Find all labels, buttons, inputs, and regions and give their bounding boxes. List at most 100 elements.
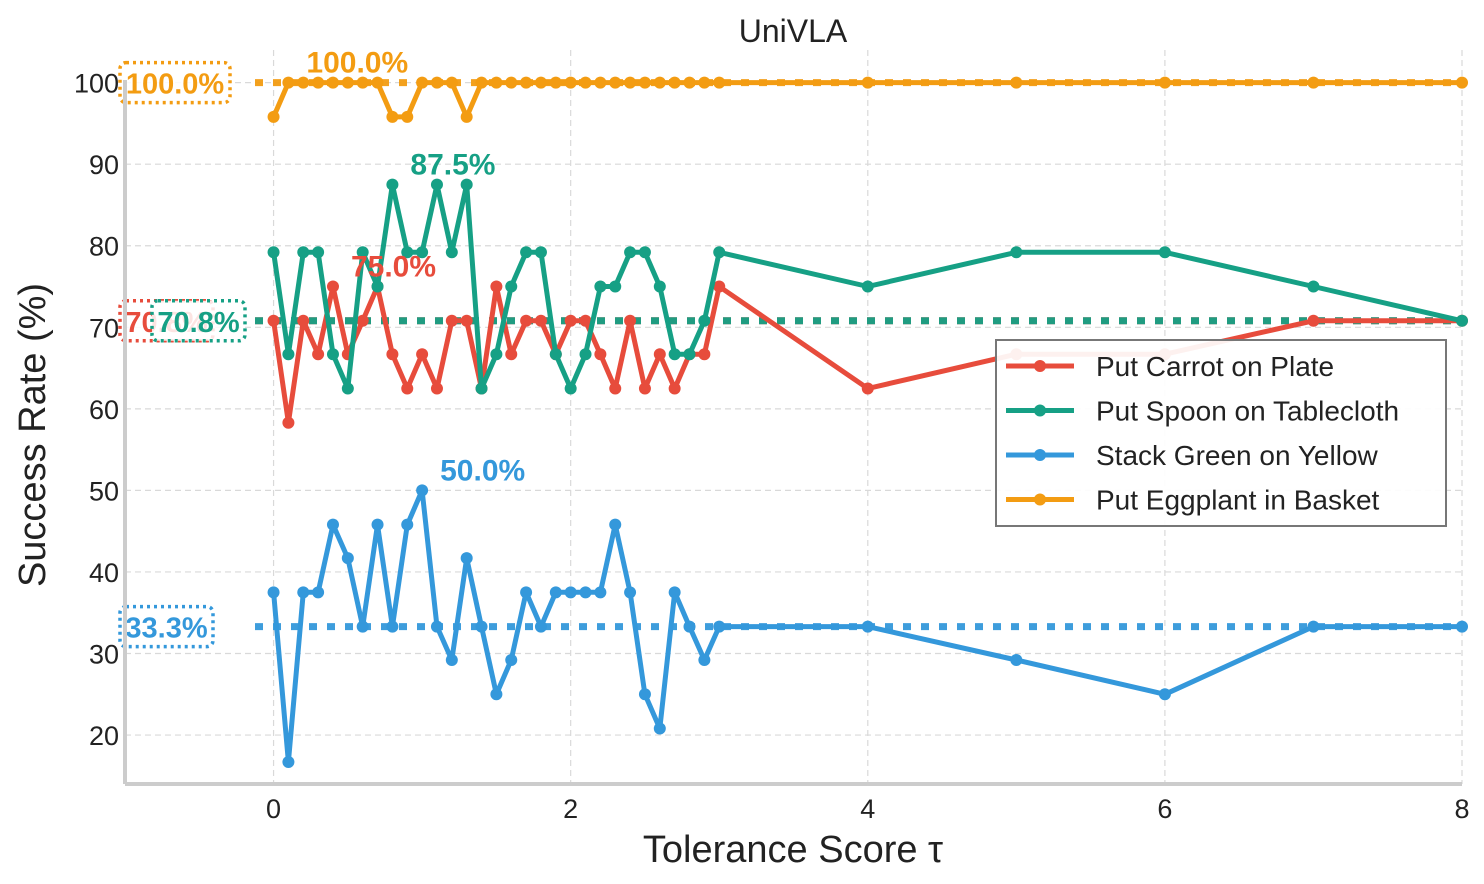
data-point [445, 76, 458, 89]
data-point [594, 76, 607, 89]
data-point [326, 76, 339, 89]
data-point [653, 280, 666, 293]
legend-swatch-marker [1034, 493, 1046, 506]
max-annotation: 50.0% [440, 454, 525, 487]
data-point [698, 654, 711, 667]
data-point [505, 280, 518, 293]
series-put-carrot-on-plate [267, 280, 1468, 429]
data-point [1456, 314, 1468, 327]
data-point [386, 110, 399, 123]
data-point [668, 76, 681, 89]
data-point [371, 518, 384, 531]
axes: 0 2 4 6 8 20 30 40 50 60 70 80 90 100 [74, 69, 1470, 824]
y-tick-label: 40 [89, 558, 119, 588]
legend-swatch-marker [1034, 449, 1046, 461]
data-point [564, 76, 577, 89]
y-tick-label: 100 [74, 69, 119, 99]
y-tick-label: 30 [89, 640, 119, 670]
data-point [564, 382, 577, 395]
data-point [668, 382, 681, 395]
data-point [297, 314, 310, 327]
data-point [1307, 314, 1320, 327]
data-point [534, 620, 547, 633]
data-point [460, 552, 473, 565]
data-point [683, 348, 696, 361]
reference-badge-label: 33.3% [125, 613, 207, 645]
data-point [698, 348, 711, 361]
reference-badges: 70.8%70.8%33.3%100.0% [118, 60, 247, 649]
data-point [445, 314, 458, 327]
data-point [282, 416, 295, 429]
legend: Put Carrot on Plate Put Spoon on Tableclo… [995, 339, 1447, 527]
data-point [1010, 246, 1023, 259]
data-point [1010, 654, 1023, 667]
data-point [653, 76, 666, 89]
series-put-spoon-on-tablecloth [267, 178, 1468, 395]
data-point [579, 348, 592, 361]
data-point [609, 76, 622, 89]
data-point [386, 620, 399, 633]
data-point [312, 586, 325, 599]
data-point [638, 382, 651, 395]
data-point [579, 586, 592, 599]
data-point [638, 76, 651, 89]
reference-badge [150, 299, 247, 343]
data-point [683, 620, 696, 633]
y-axis-label: Success Rate (%) [12, 283, 54, 587]
data-point [460, 110, 473, 123]
data-point [698, 76, 711, 89]
data-point [356, 620, 369, 633]
data-point [371, 76, 384, 89]
data-point [624, 314, 637, 327]
data-point [416, 348, 429, 361]
reference-badge [118, 604, 215, 649]
data-point [564, 314, 577, 327]
x-axis-label: Tolerance Score τ [643, 829, 943, 871]
data-point [475, 76, 488, 89]
y-tick-label: 60 [89, 395, 119, 425]
data-point [326, 518, 339, 531]
data-point [638, 688, 651, 701]
data-point [445, 654, 458, 667]
data-point [475, 620, 488, 633]
x-tick-label: 4 [860, 794, 875, 824]
data-point [312, 246, 325, 259]
data-point [594, 348, 607, 361]
data-point [594, 586, 607, 599]
data-point [861, 382, 874, 395]
data-point [312, 76, 325, 89]
data-point [609, 280, 622, 293]
data-point [386, 348, 399, 361]
data-point [341, 552, 354, 565]
data-point [638, 246, 651, 259]
y-tick-label: 80 [89, 232, 119, 262]
series-put-eggplant-in-basket [267, 76, 1468, 123]
data-point [861, 620, 874, 633]
chart-title: UniVLA [739, 13, 848, 49]
data-point [609, 382, 622, 395]
data-point [267, 110, 280, 123]
data-point [861, 76, 874, 89]
data-point [505, 654, 518, 667]
data-point [579, 314, 592, 327]
data-point [594, 280, 607, 293]
data-point [416, 484, 429, 497]
data-point [520, 76, 533, 89]
data-point [520, 246, 533, 259]
data-point [356, 314, 369, 327]
data-point [297, 586, 310, 599]
data-point [490, 688, 503, 701]
legend-label: Stack Green on Yellow [1096, 440, 1379, 471]
data-point [401, 246, 414, 259]
data-point [267, 314, 280, 327]
data-point [490, 76, 503, 89]
legend-swatch-marker [1034, 404, 1046, 417]
reference-badge [118, 60, 232, 105]
data-point [861, 280, 874, 293]
x-tick-label: 2 [563, 794, 578, 824]
data-point [430, 620, 443, 633]
data-point [698, 314, 711, 327]
data-point [430, 76, 443, 89]
series-line [271, 182, 1465, 391]
max-annotations: 75.0% 87.5% 50.0% 100.0% [306, 47, 525, 488]
